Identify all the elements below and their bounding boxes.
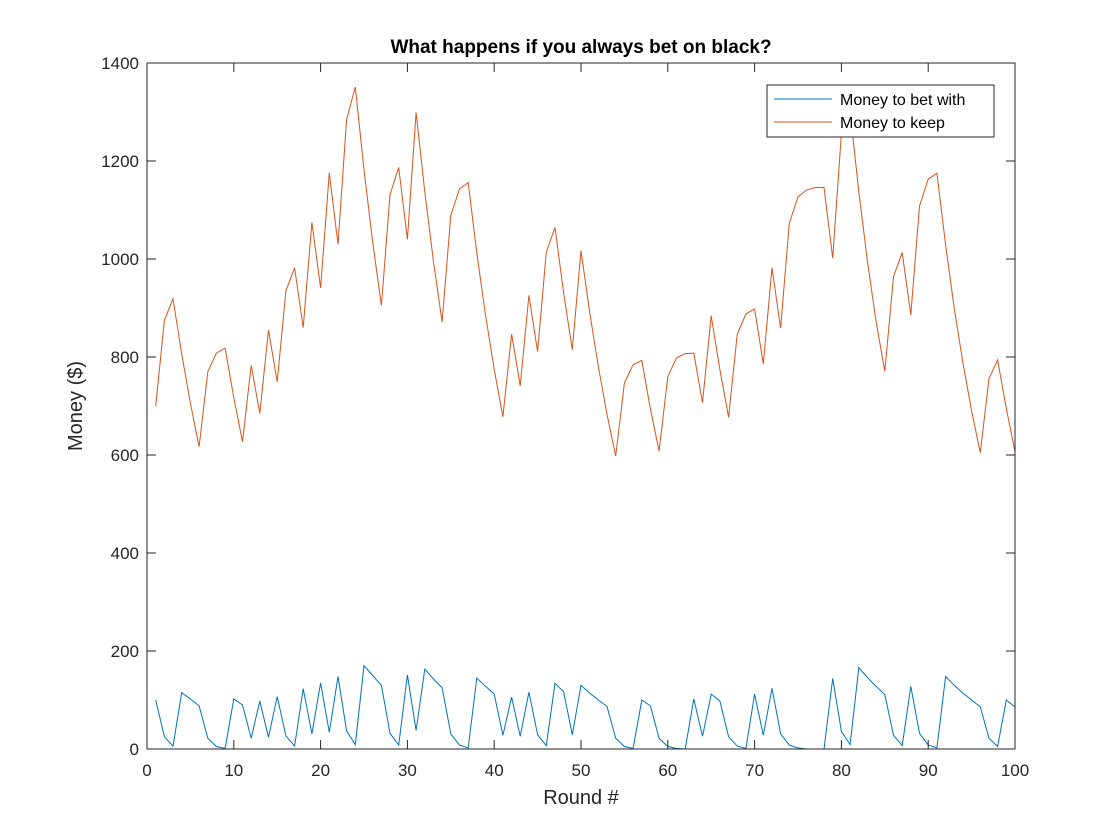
y-tick-label: 0 <box>130 740 139 759</box>
x-tick-label: 20 <box>311 761 330 780</box>
y-axis: 0 200 400 600 800 1000 1200 1400 <box>101 54 1015 759</box>
x-tick-label: 90 <box>919 761 938 780</box>
legend-label-money-to-keep: Money to keep <box>840 115 945 132</box>
legend: Money to bet with Money to keep <box>766 84 995 138</box>
y-tick-label: 1000 <box>101 250 139 269</box>
x-tick-label: 80 <box>832 761 851 780</box>
chart-title: What happens if you always bet on black? <box>390 37 771 58</box>
y-tick-label: 200 <box>111 642 139 661</box>
x-axis: 0 10 20 30 40 50 60 70 80 90 100 <box>142 63 1029 780</box>
x-tick-label: 50 <box>572 761 591 780</box>
series-layer <box>155 86 1016 750</box>
series-line-money-to-bet-with <box>155 664 1016 750</box>
y-axis-label: Money ($) <box>65 361 87 451</box>
y-tick-label: 1400 <box>101 54 139 73</box>
y-tick-label: 800 <box>111 348 139 367</box>
x-tick-label: 40 <box>485 761 504 780</box>
y-tick-label: 400 <box>111 544 139 563</box>
series-line-money-to-keep <box>155 86 1016 457</box>
y-tick-label: 1200 <box>101 152 139 171</box>
x-tick-label: 100 <box>1001 761 1029 780</box>
legend-label-money-to-bet-with: Money to bet with <box>840 92 965 109</box>
x-tick-label: 30 <box>398 761 417 780</box>
x-axis-label: Round # <box>543 787 619 809</box>
x-tick-label: 10 <box>224 761 243 780</box>
plot-area-border <box>146 62 1016 750</box>
x-tick-label: 0 <box>142 761 151 780</box>
x-tick-label: 70 <box>745 761 764 780</box>
legend-box <box>766 84 995 138</box>
x-tick-label: 60 <box>658 761 677 780</box>
y-tick-label: 600 <box>111 446 139 465</box>
